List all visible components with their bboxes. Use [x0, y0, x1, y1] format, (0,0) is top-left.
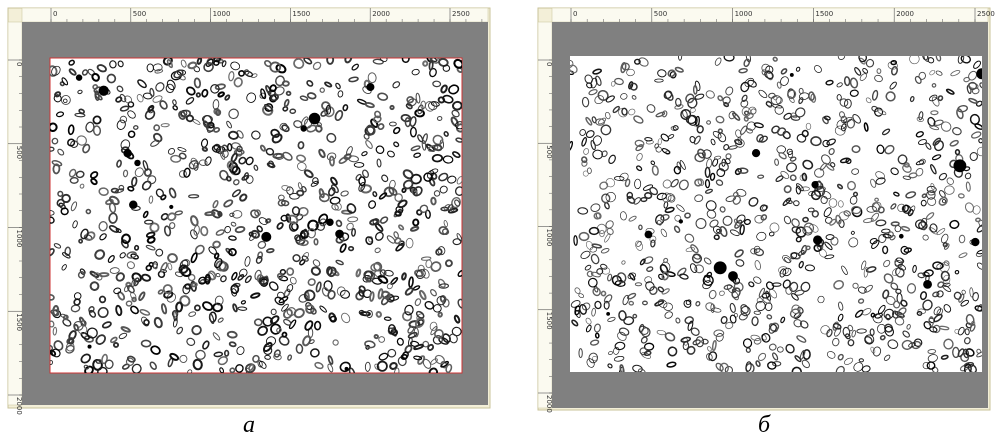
dark-particle	[366, 83, 374, 91]
ruler-label: 1000	[15, 230, 23, 248]
dark-particle	[88, 345, 92, 349]
panel: 0 500 1000 1500 2000 2500 0 500 1000 1500 2000 б	[538, 8, 995, 438]
ruler-label: 2000	[372, 10, 390, 18]
dark-particle	[728, 271, 738, 281]
panel: 0 500 1000 1500 2000 2500 0 500 1000 1500 2000 а	[8, 8, 490, 438]
ruler-label: 2000	[896, 10, 914, 18]
ruler-label: 1500	[292, 10, 310, 18]
ruler-label: 2000	[545, 395, 553, 413]
ruler-label: 500	[545, 145, 553, 158]
dark-particle	[123, 149, 131, 157]
dark-particle	[752, 149, 760, 157]
ruler-label: 1500	[815, 10, 833, 18]
dark-particle	[261, 232, 271, 242]
dark-particle	[714, 261, 727, 274]
ruler-label: 500	[15, 146, 23, 159]
dark-particle	[645, 231, 653, 239]
dark-particle	[99, 86, 109, 96]
dark-particle	[169, 205, 173, 209]
dark-particle	[606, 312, 610, 316]
caption: б	[758, 412, 771, 438]
dark-particle	[953, 159, 966, 172]
figure: 0 500 1000 1500 2000 2500 0 500 1000 1500 2000 а 0 50…	[0, 0, 998, 438]
dark-particle	[76, 74, 82, 80]
ruler-label: 2000	[15, 397, 23, 415]
dark-particle	[134, 160, 140, 166]
dark-particle	[326, 219, 333, 226]
dark-particle	[971, 238, 979, 246]
ruler-label: 1500	[15, 313, 23, 331]
caption: а	[243, 412, 255, 438]
ruler-label: 0	[15, 62, 23, 66]
image	[570, 56, 982, 372]
dark-particle	[335, 230, 344, 239]
ruler-left	[538, 22, 552, 408]
dark-particle	[129, 200, 137, 208]
ruler-label: 1500	[545, 312, 553, 330]
ruler-label: 1000	[545, 229, 553, 247]
dark-particle	[811, 181, 818, 188]
ruler-label: 0	[545, 62, 553, 66]
dark-particle	[813, 235, 822, 244]
ruler-top	[552, 8, 988, 22]
ruler-label: 2500	[977, 10, 995, 18]
dark-particle	[899, 234, 904, 239]
ruler-label: 1000	[213, 10, 231, 18]
ruler-label: 1000	[735, 10, 753, 18]
ruler-label: 500	[654, 10, 667, 18]
ruler-label: 500	[133, 10, 146, 18]
ruler-label: 0	[573, 10, 577, 18]
dark-particle	[301, 125, 307, 131]
dark-particle	[923, 280, 932, 289]
dark-particle	[679, 219, 683, 223]
dark-particle	[345, 367, 349, 371]
ruler-label: 2500	[452, 10, 470, 18]
dark-particle	[790, 73, 794, 77]
ruler-left	[8, 22, 22, 405]
ruler-label: 0	[53, 10, 57, 18]
dark-particle	[309, 113, 321, 125]
